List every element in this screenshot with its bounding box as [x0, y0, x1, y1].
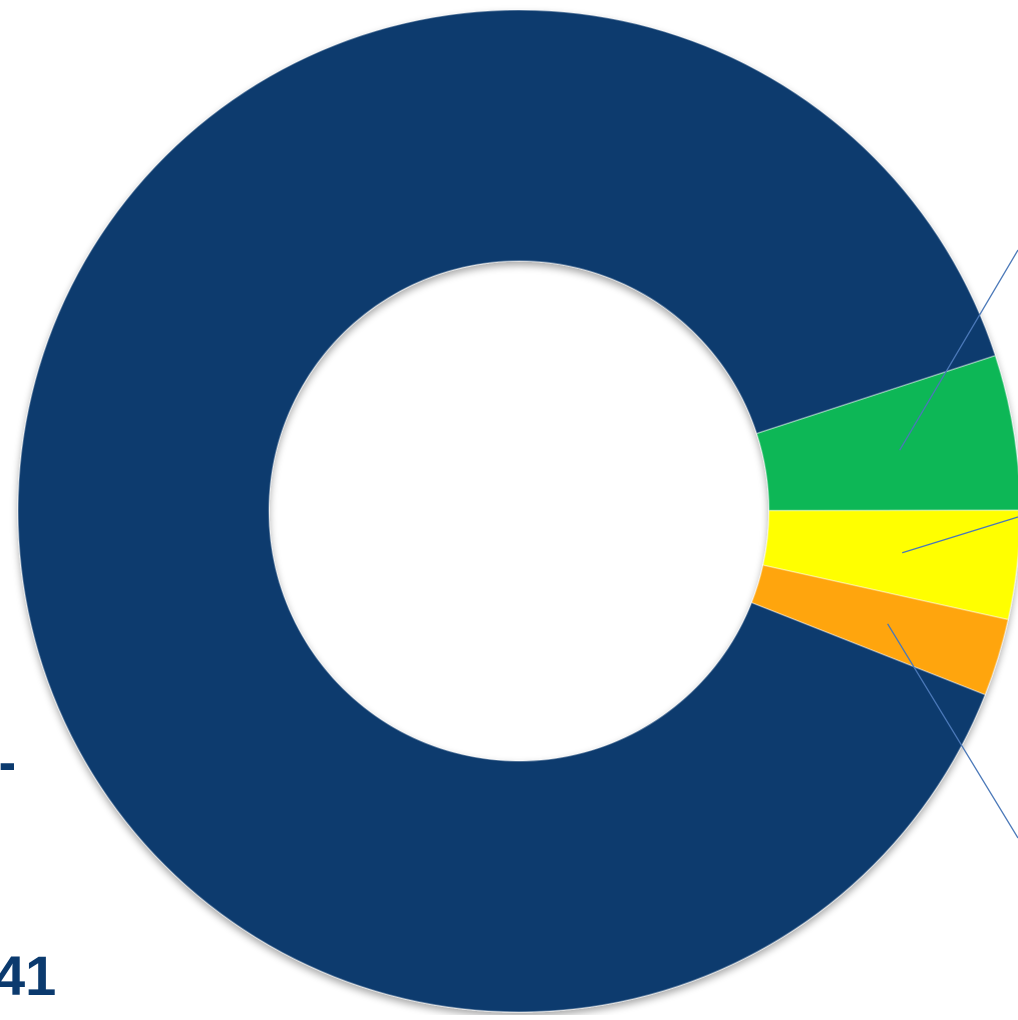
- donut-slice-1: [17, 9, 997, 1013]
- leader-lines: [887, 249, 1018, 839]
- leader-line-2: [899, 249, 1018, 451]
- leader-line-3: [902, 516, 1018, 554]
- leader-line-4: [887, 623, 1018, 839]
- donut-slice-2: [755, 354, 1018, 512]
- donut-slices: [17, 9, 1018, 1013]
- cut-off-text-fragment-top: T: [0, 755, 14, 815]
- cut-off-text-fragment-bottom: 41: [0, 948, 56, 1004]
